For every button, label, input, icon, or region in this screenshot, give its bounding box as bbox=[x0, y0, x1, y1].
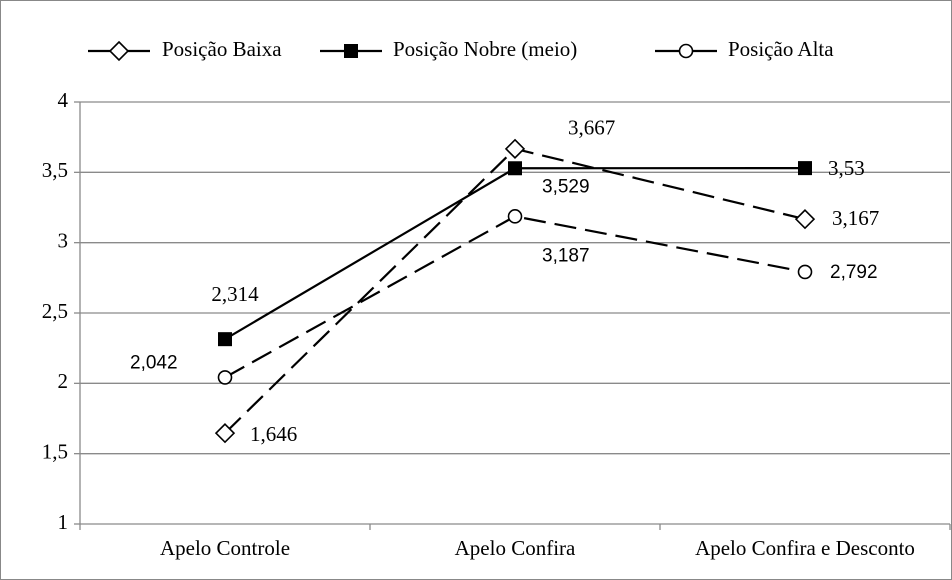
marker-diamond bbox=[214, 422, 236, 444]
data-label: 2,314 bbox=[211, 282, 259, 306]
y-tick-label: 2 bbox=[58, 369, 69, 393]
marker-square bbox=[218, 332, 232, 347]
data-label: 2,792 bbox=[830, 262, 878, 283]
x-tick-label: Apelo Controle bbox=[160, 536, 290, 560]
y-tick-label: 4 bbox=[58, 88, 69, 112]
marker-circle bbox=[217, 370, 233, 385]
data-label: 3,187 bbox=[542, 245, 590, 266]
marker-circle bbox=[507, 209, 523, 224]
data-label: 3,167 bbox=[832, 206, 879, 230]
marker-diamond bbox=[108, 40, 130, 62]
y-tick-label: 2,5 bbox=[42, 299, 68, 323]
marker-diamond bbox=[794, 209, 816, 230]
marker-square bbox=[798, 161, 812, 176]
legend-label: Posição Nobre (meio) bbox=[393, 37, 577, 61]
marker-square bbox=[508, 161, 522, 176]
legend-label: Posição Baixa bbox=[162, 37, 282, 61]
y-tick-label: 3,5 bbox=[42, 158, 68, 182]
marker-square bbox=[344, 44, 358, 58]
marker-circle bbox=[678, 43, 694, 59]
data-label: 1,646 bbox=[250, 422, 297, 446]
x-tick-label: Apelo Confira e Desconto bbox=[695, 536, 915, 560]
marker-diamond bbox=[504, 138, 526, 159]
data-label: 3,529 bbox=[542, 176, 590, 197]
y-tick-label: 1 bbox=[58, 510, 69, 534]
y-tick-label: 1,5 bbox=[42, 439, 68, 463]
y-tick-label: 3 bbox=[58, 228, 69, 252]
marker-circle bbox=[797, 264, 813, 280]
x-tick-label: Apelo Confira bbox=[455, 536, 576, 560]
data-label: 2,042 bbox=[130, 352, 178, 373]
data-label: 3,53 bbox=[828, 156, 865, 180]
legend-label: Posição Alta bbox=[728, 37, 834, 61]
data-label: 3,667 bbox=[568, 116, 615, 140]
